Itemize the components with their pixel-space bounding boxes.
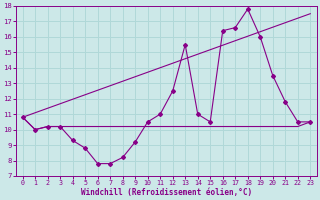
X-axis label: Windchill (Refroidissement éolien,°C): Windchill (Refroidissement éolien,°C): [81, 188, 252, 197]
